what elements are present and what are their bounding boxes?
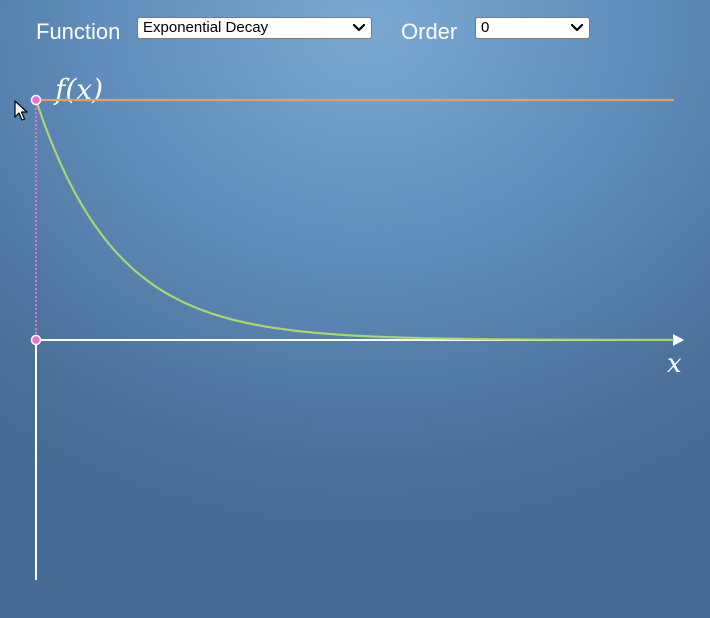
chevron-down-icon (570, 23, 584, 32)
order-label: Order (401, 19, 458, 44)
order-select[interactable]: 0 (475, 17, 590, 39)
marker-layer (30, 94, 42, 346)
function-select-value: Exponential Decay (143, 19, 269, 36)
function-label: Function (36, 19, 121, 44)
axes (35, 334, 684, 580)
mouse-pointer-icon (14, 100, 28, 121)
toolbar: Function Exponential Decay Order 0 (0, 0, 710, 60)
x-axis-label: x (667, 349, 682, 379)
expansion-point-handle[interactable] (30, 94, 42, 106)
function-curve (34, 99, 674, 342)
chevron-down-icon (352, 23, 366, 32)
series-layer (34, 98, 674, 342)
order-select-value: 0 (481, 19, 490, 36)
expansion-axis-handle[interactable] (30, 334, 42, 346)
function-select[interactable]: Exponential Decay (137, 17, 372, 39)
x-axis-arrow-icon (673, 334, 684, 346)
